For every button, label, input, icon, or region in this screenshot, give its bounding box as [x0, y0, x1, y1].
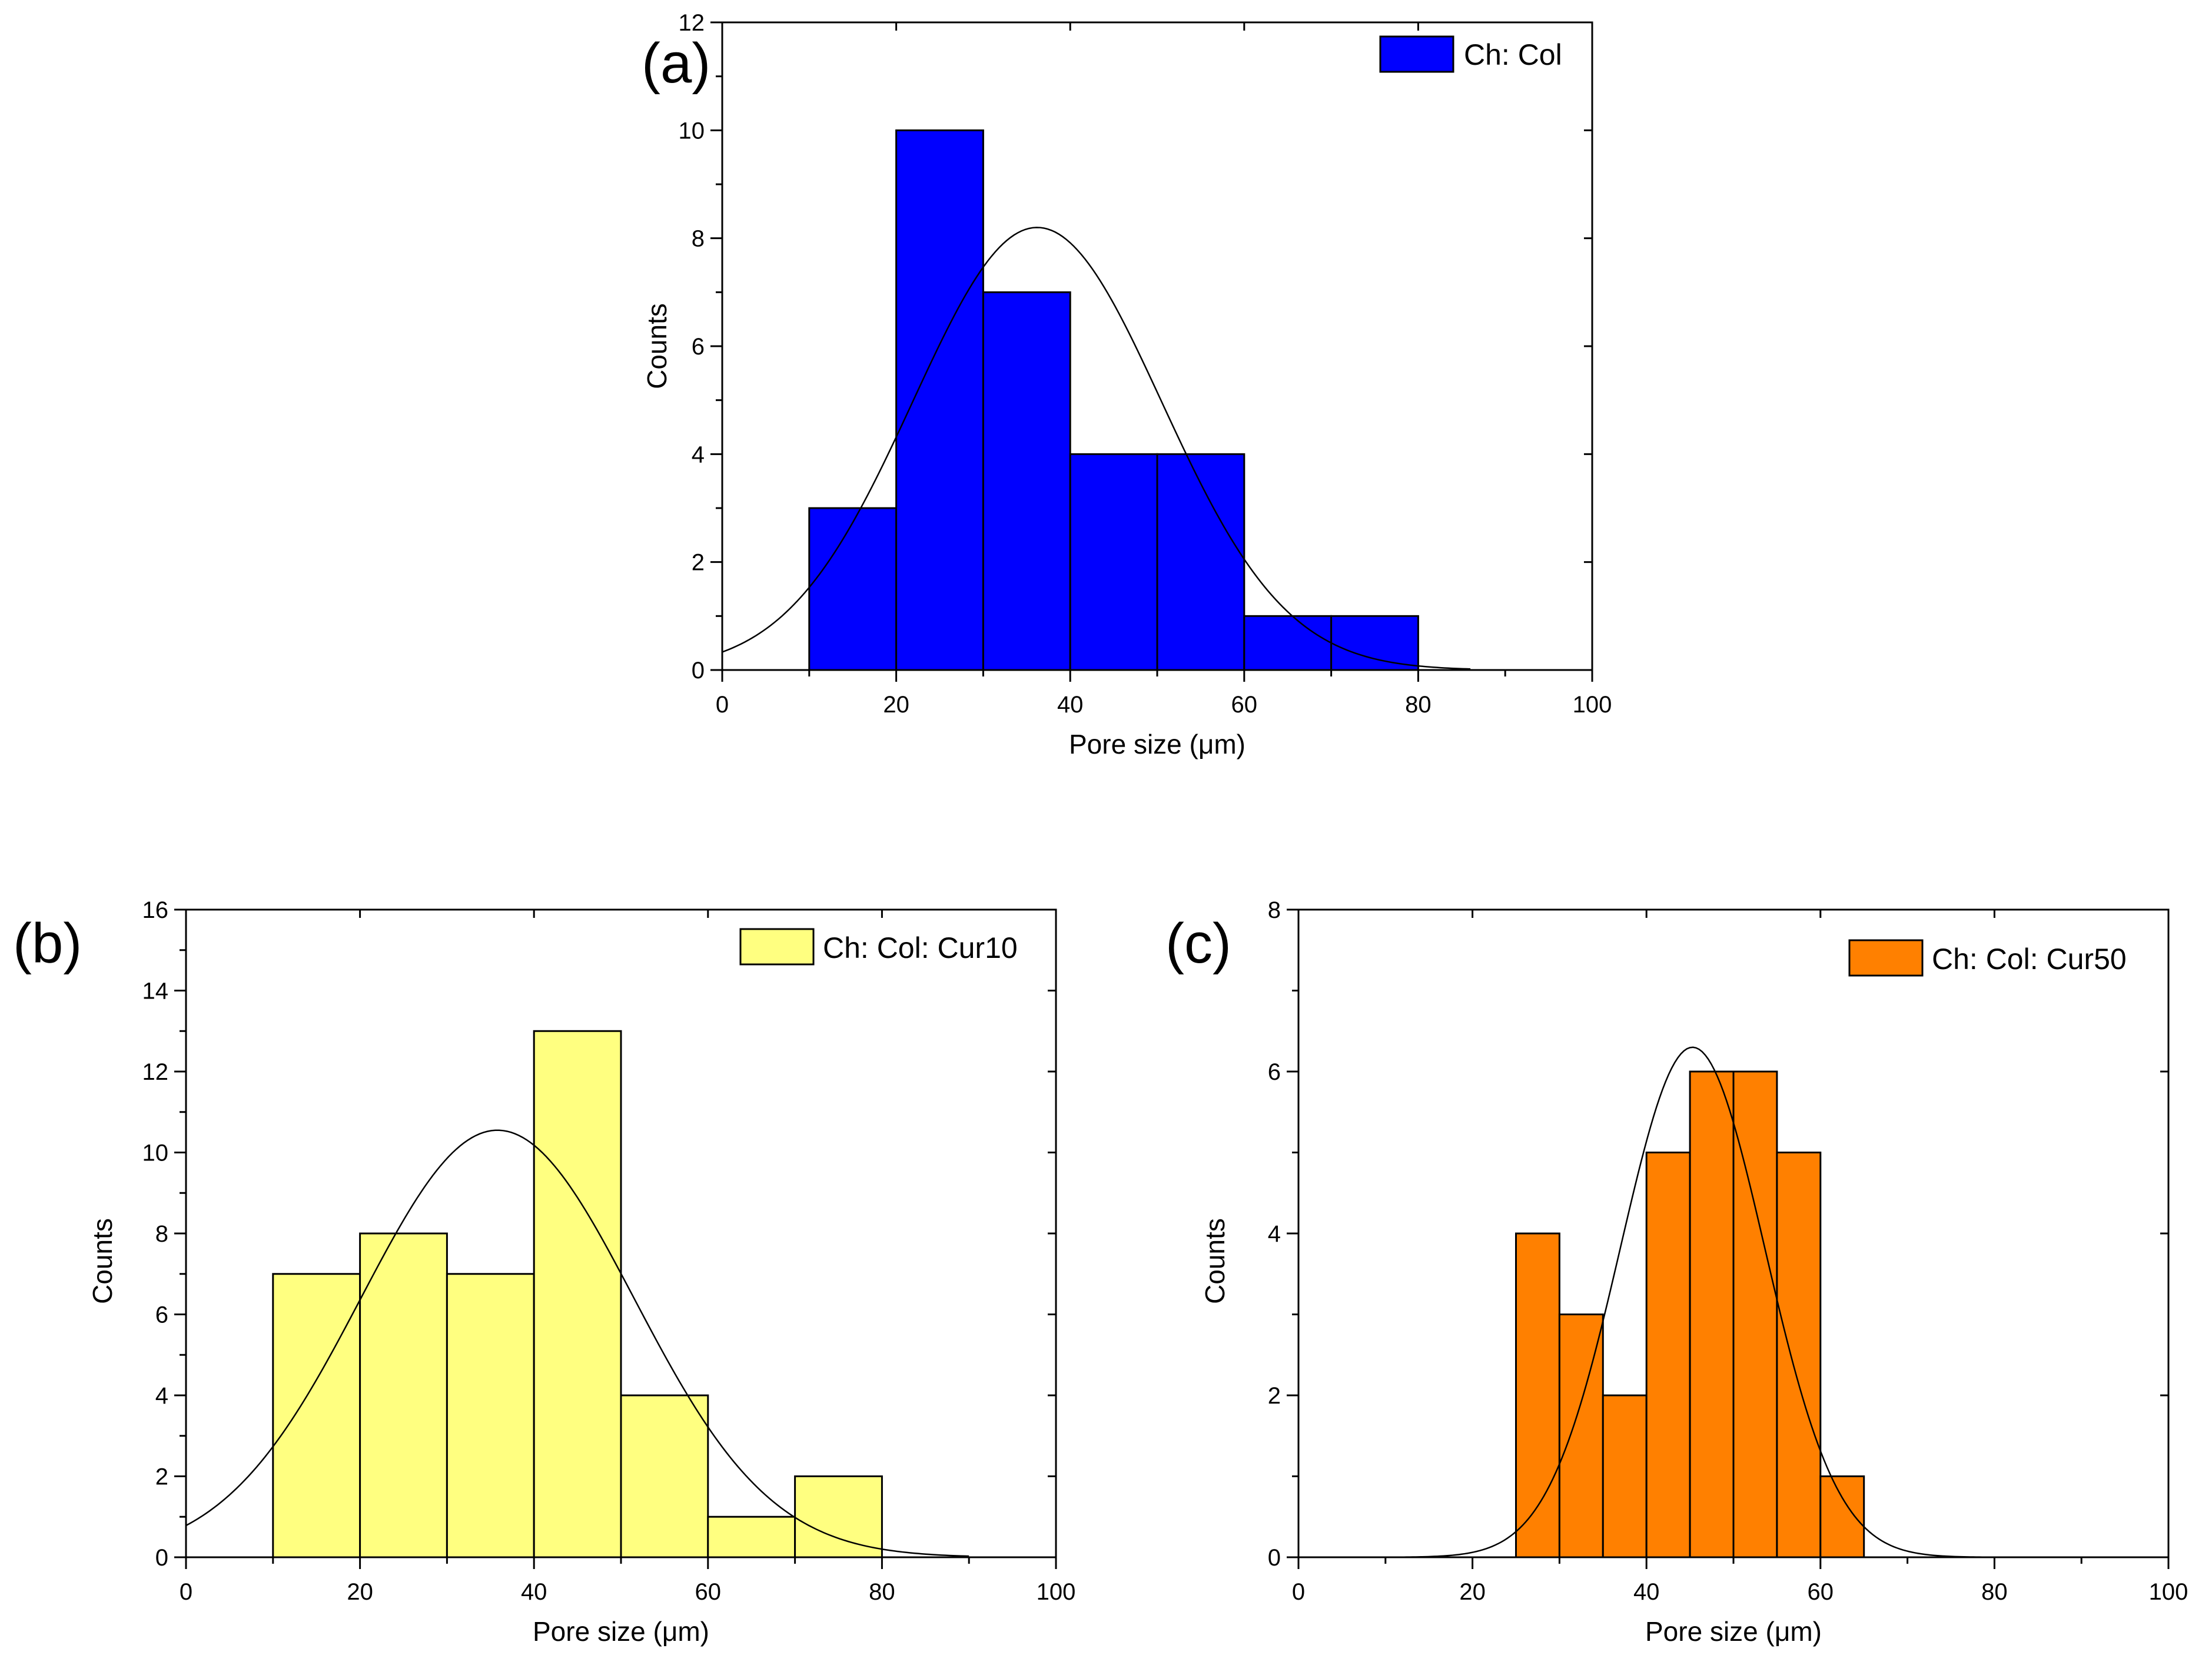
x-axis-title-b: Pore size (μm) [533, 1616, 709, 1647]
bar-c-7 [1819, 1475, 1865, 1558]
ticks-a: 0 20 40 60 80 100 0 2 4 6 8 10 12 [679, 10, 1612, 718]
y-tick-label-a-6: 12 [679, 10, 705, 36]
x-tick-label-a-0: 0 [716, 692, 729, 718]
y-tick-label-a-2: 4 [692, 442, 705, 467]
x-tick-label-c-3: 60 [1808, 1579, 1834, 1605]
y-tick-label-b-4: 8 [155, 1221, 168, 1247]
y-axis-title-c: Counts [1200, 1218, 1230, 1304]
chart-a-svg: (a) 0 20 40 60 80 100 0 2 4 6 8 10 12 Pore size (μm)… [642, 10, 1612, 759]
bar-b-3 [533, 1030, 622, 1558]
legend-swatch-a [1379, 35, 1454, 73]
x-tick-label-a-2: 40 [1057, 692, 1084, 718]
bar-b-6 [794, 1475, 883, 1558]
y-tick-label-b-3: 6 [155, 1302, 168, 1328]
x-tick-label-b-3: 60 [695, 1579, 722, 1605]
y-tick-label-c-0: 0 [1268, 1545, 1281, 1571]
fit-curve-c [1385, 1046, 1995, 1558]
chart-panel-a: (a) 0 20 40 60 80 100 0 2 4 6 8 10 12 Pore size (μm)… [642, 0, 1689, 783]
bar-c-1 [1558, 1314, 1604, 1558]
bar-a-3 [1069, 453, 1158, 671]
ticks-b: 0 20 40 60 80 100 0 2 4 6 8 10 12 14 16 [142, 897, 1076, 1605]
y-axis-title-a: Counts [642, 303, 672, 389]
x-tick-label-c-0: 0 [1292, 1579, 1305, 1605]
y-tick-label-b-0: 0 [155, 1545, 168, 1571]
fit-curve-b [185, 1129, 969, 1557]
bar-a-6 [1330, 615, 1419, 671]
y-tick-label-a-3: 6 [692, 334, 705, 360]
x-tick-label-b-2: 40 [521, 1579, 547, 1605]
bar-c-0 [1515, 1232, 1560, 1558]
chart-panel-b: (b) 0 20 40 60 80 100 0 2 4 6 8 10 12 14 16 Pore size … [0, 886, 1112, 1665]
bar-b-2 [446, 1273, 535, 1558]
chart-b-svg: (b) 0 20 40 60 80 100 0 2 4 6 8 10 12 14 16 Pore size … [13, 897, 1076, 1647]
bar-c-2 [1602, 1394, 1648, 1558]
x-tick-label-a-5: 100 [1573, 692, 1612, 718]
y-tick-label-a-5: 10 [679, 118, 705, 144]
y-tick-label-b-1: 2 [155, 1464, 168, 1490]
y-tick-label-b-8: 16 [142, 897, 169, 923]
x-axis-title-a: Pore size (μm) [1069, 729, 1246, 759]
x-tick-label-a-1: 20 [883, 692, 909, 718]
bars-c [1515, 1070, 1865, 1558]
y-tick-label-b-2: 4 [155, 1383, 168, 1409]
bar-c-3 [1645, 1152, 1691, 1558]
bar-c-6 [1776, 1152, 1822, 1558]
chart-c-svg: (c) 0 20 40 60 80 100 0 2 4 6 8 Pore size (μm) Cou… [1165, 897, 2188, 1647]
panel-label-c: (c) [1165, 912, 1231, 975]
bar-c-5 [1732, 1070, 1778, 1558]
y-tick-label-a-0: 0 [692, 658, 705, 684]
panel-label-a: (a) [642, 32, 710, 95]
bar-a-1 [895, 129, 984, 671]
y-tick-label-a-4: 8 [692, 226, 705, 252]
y-tick-label-b-5: 10 [142, 1140, 169, 1166]
bar-b-0 [272, 1273, 361, 1558]
legend-label-b: Ch: Col: Cur10 [823, 931, 1018, 964]
x-tick-label-b-0: 0 [180, 1579, 192, 1605]
bar-a-0 [808, 507, 898, 671]
y-tick-label-c-3: 6 [1268, 1059, 1281, 1085]
x-axis-title-c: Pore size (μm) [1645, 1616, 1822, 1647]
x-tick-label-c-2: 40 [1633, 1579, 1660, 1605]
chart-panel-c: (c) 0 20 40 60 80 100 0 2 4 6 8 Pore size (μm) Cou… [1112, 886, 2212, 1665]
legend-swatch-b [739, 928, 815, 966]
x-tick-label-b-5: 100 [1037, 1579, 1076, 1605]
bars-b [272, 1030, 883, 1558]
x-tick-label-c-5: 100 [2149, 1579, 2188, 1605]
x-tick-label-c-4: 80 [1981, 1579, 2008, 1605]
y-tick-label-b-6: 12 [142, 1059, 169, 1085]
fit-curve-a [722, 227, 1471, 670]
y-tick-label-b-7: 14 [142, 979, 169, 1004]
y-tick-label-c-4: 8 [1268, 897, 1281, 923]
x-tick-label-c-1: 20 [1459, 1579, 1486, 1605]
y-tick-label-c-1: 2 [1268, 1383, 1281, 1409]
bar-a-5 [1243, 615, 1333, 671]
y-tick-label-c-2: 4 [1268, 1221, 1281, 1247]
legend-label-a: Ch: Col [1464, 38, 1562, 71]
bar-c-4 [1689, 1070, 1735, 1558]
bar-b-1 [359, 1232, 448, 1558]
legend-label-c: Ch: Col: Cur50 [1932, 943, 2127, 976]
bar-a-2 [982, 291, 1071, 671]
bar-a-4 [1156, 453, 1246, 671]
bars-a [808, 129, 1419, 671]
panel-label-b: (b) [13, 912, 82, 975]
ticks-c: 0 20 40 60 80 100 0 2 4 6 8 [1268, 897, 2188, 1605]
bar-b-4 [620, 1394, 709, 1558]
bar-b-5 [707, 1515, 796, 1558]
y-tick-label-a-1: 2 [692, 550, 705, 576]
legend-swatch-c [1848, 939, 1924, 977]
y-axis-title-b: Counts [87, 1218, 118, 1304]
x-tick-label-b-4: 80 [869, 1579, 895, 1605]
x-tick-label-a-4: 80 [1405, 692, 1432, 718]
x-tick-label-b-1: 20 [347, 1579, 373, 1605]
x-tick-label-a-3: 60 [1231, 692, 1258, 718]
